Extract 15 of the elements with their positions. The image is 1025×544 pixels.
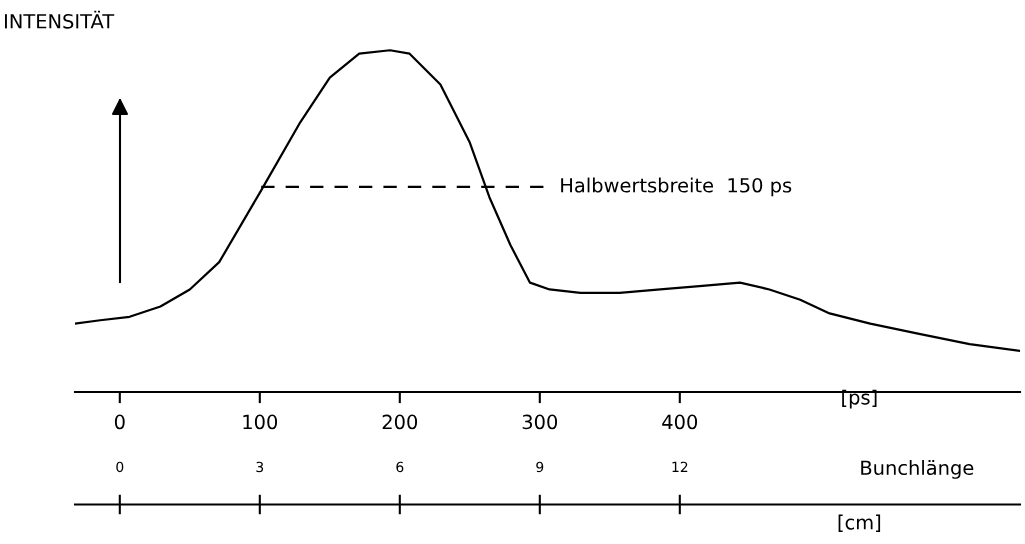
x-tick-label: 0 bbox=[114, 414, 125, 430]
x-tick-label: 100 bbox=[243, 414, 278, 430]
x-axis-title: [ps] bbox=[842, 389, 877, 409]
annotation: Halbwertsbreite 150 ps bbox=[561, 177, 792, 197]
x2-tick-label: 3 bbox=[256, 461, 264, 473]
x-tick-label: 200 bbox=[382, 414, 418, 430]
y-axis-title: INTENSITÄT bbox=[4, 10, 115, 29]
text: Bunchlänge bbox=[861, 460, 974, 479]
x2-tick-label: 6 bbox=[396, 461, 404, 473]
x2-axis-title: [cm] bbox=[838, 514, 881, 532]
x-tick-label: 300 bbox=[522, 414, 558, 430]
x2-tick-label: 9 bbox=[536, 461, 544, 473]
x2-tick-label: 12 bbox=[672, 461, 688, 472]
x-tick-label: 400 bbox=[662, 414, 698, 430]
x2-tick-label: 0 bbox=[116, 461, 124, 473]
